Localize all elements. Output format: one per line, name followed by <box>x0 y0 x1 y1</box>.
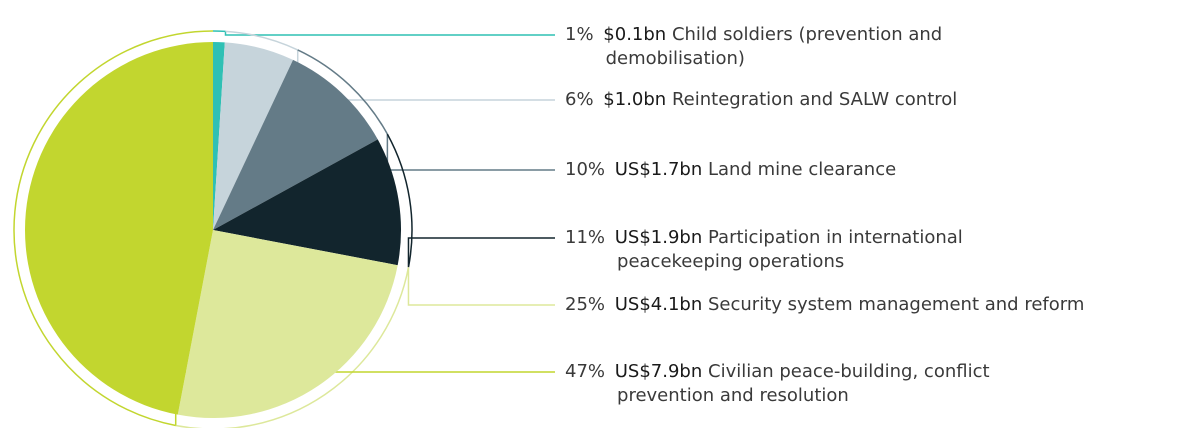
percent-label: 25% <box>565 294 605 315</box>
slice <box>24 41 213 415</box>
legend-label: 10% US$1.7bn Land mine clearance <box>565 159 896 180</box>
category-label: prevention and resolution <box>617 385 849 406</box>
category-label: Security system management and reform <box>708 294 1084 315</box>
percent-label: 10% <box>565 159 605 180</box>
amount-label: US$7.9bn <box>615 361 703 382</box>
category-label: Civilian peace-building, conflict <box>708 361 990 382</box>
category-label: Child soldiers (prevention and <box>672 24 942 45</box>
slice <box>213 139 401 266</box>
amount-label: US$1.7bn <box>615 159 703 180</box>
slice <box>213 42 294 231</box>
amount-label: $1.0bn <box>603 89 666 110</box>
amount-label: US$1.9bn <box>615 227 703 248</box>
legend-label: 25% US$4.1bn Security system management … <box>565 294 1084 315</box>
slice <box>213 42 225 230</box>
legend-label: 6% $1.0bn Reintegration and SALW control <box>565 89 957 110</box>
percent-label: 47% <box>565 361 605 382</box>
slice <box>213 59 378 230</box>
pie <box>24 41 401 418</box>
category-label: Land mine clearance <box>708 159 896 180</box>
percent-label: 6% <box>565 89 594 110</box>
category-label: demobilisation) <box>606 48 745 69</box>
connector <box>175 267 555 428</box>
connector <box>212 30 555 36</box>
legend-label: 47% US$7.9bn Civilian peace-building, co… <box>565 361 990 382</box>
legend-label: 11% US$1.9bn Participation in internatio… <box>565 227 963 248</box>
legend-label: 1% $0.1bn Child soldiers (prevention and <box>565 24 942 45</box>
category-label: Participation in international <box>708 227 963 248</box>
percent-label: 11% <box>565 227 605 248</box>
connector <box>386 133 555 268</box>
slice <box>177 230 398 418</box>
category-label: Reintegration and SALW control <box>672 89 957 110</box>
category-label: peacekeeping operations <box>617 251 844 272</box>
amount-label: US$4.1bn <box>615 294 703 315</box>
percent-label: 1% <box>565 24 594 45</box>
amount-label: $0.1bn <box>603 24 666 45</box>
